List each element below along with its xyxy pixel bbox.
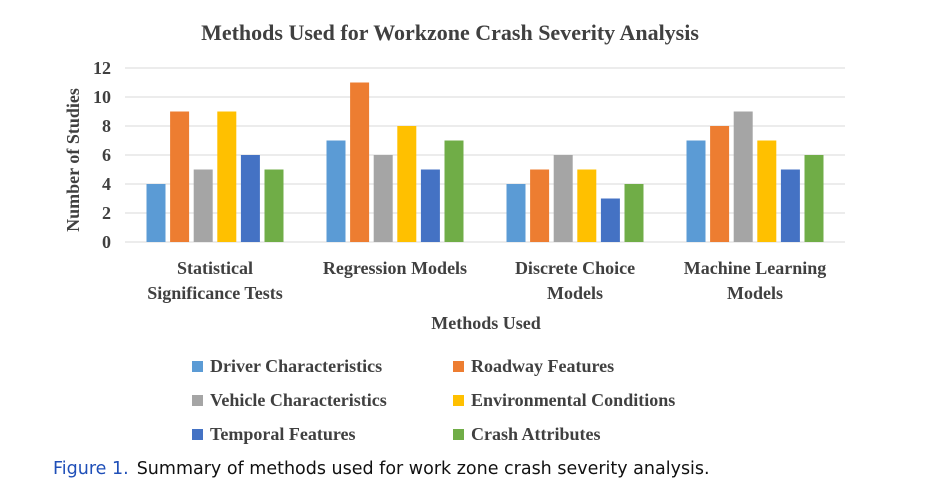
x-tick-label: Significance Tests [147,283,283,303]
bar [146,184,166,242]
legend-label: Roadway Features [471,356,614,376]
bar [624,184,644,242]
y-tick-label: 6 [102,145,111,165]
y-tick-label: 12 [93,58,111,78]
x-axis-label: Methods Used [431,313,541,333]
y-tick-label: 2 [102,203,111,223]
y-tick-label: 0 [102,232,111,252]
y-tick-label: 4 [102,174,111,194]
legend: Driver Characteristics Roadway Features Ve… [192,356,675,444]
legend-label: Vehicle Characteristics [210,390,387,410]
bar [553,155,573,242]
y-tick-label: 10 [93,87,111,107]
legend-label: Temporal Features [210,424,356,444]
bar [710,126,730,242]
legend-swatch [192,361,203,372]
bar [193,169,213,242]
figure-caption: Figure 1. Summary of methods used for wor… [53,459,913,479]
y-axis-label: Number of Studies [63,88,83,232]
x-tick-label: Discrete Choice [515,258,635,278]
bar [373,155,393,242]
legend-swatch [192,429,203,440]
bar [757,140,777,242]
y-axis-ticks: 0 2 4 6 8 10 12 [93,58,111,252]
x-axis-ticks: Statistical Significance Tests Regression … [147,258,826,303]
bar [600,198,620,242]
legend-swatch [453,429,464,440]
bar [804,155,824,242]
bar [420,169,440,242]
legend-label: Driver Characteristics [210,356,382,376]
bar [326,140,346,242]
legend-swatch [453,361,464,372]
legend-swatch [453,395,464,406]
bar [397,126,417,242]
bar [444,140,464,242]
bar [240,155,260,242]
bar [217,111,237,242]
bar [506,184,526,242]
bar [733,111,753,242]
x-tick-label: Regression Models [323,258,467,278]
bar [350,82,370,242]
x-tick-label: Machine Learning [684,258,827,278]
chart: Methods Used for Workzone Crash Severity… [63,20,845,444]
bar [170,111,190,242]
x-tick-label: Models [727,283,783,303]
bar [686,140,706,242]
caption-text: Summary of methods used for work zone cr… [136,459,710,479]
bar [577,169,597,242]
legend-label: Crash Attributes [471,424,601,444]
y-tick-label: 8 [102,116,111,136]
bars [146,82,824,242]
figure-label: Figure 1. [53,459,129,479]
legend-swatch [192,395,203,406]
x-tick-label: Statistical [177,258,253,278]
bar [264,169,284,242]
bar [530,169,550,242]
x-tick-label: Models [547,283,603,303]
legend-label: Environmental Conditions [471,390,675,410]
bar [780,169,800,242]
chart-title: Methods Used for Workzone Crash Severity… [201,20,699,45]
